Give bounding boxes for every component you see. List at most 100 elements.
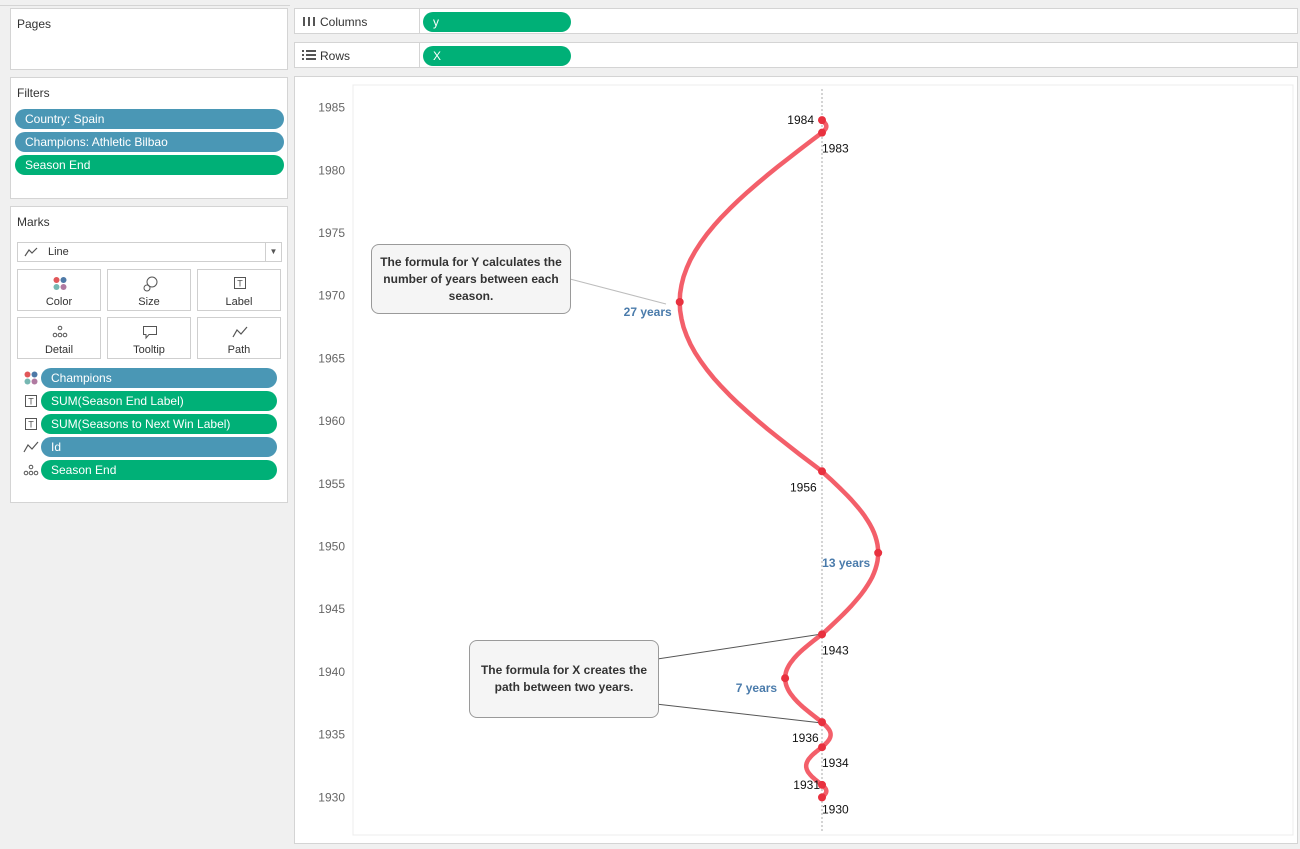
season-label: 1930 [822,802,849,816]
detail-button-label: Detail [44,344,74,356]
svg-text:T: T [28,420,34,430]
season-point [818,718,826,727]
gap-peak-point [675,297,684,306]
viz-area[interactable]: 1985 1980 1975 1970 1965 1960 1955 1950 1945 1940… [294,76,1298,844]
color-button[interactable]: Color [17,269,101,311]
season-point [818,630,826,639]
season-label: 1931 [793,778,820,792]
season-label: 1956 [790,480,817,494]
season-point [818,128,826,137]
rows-label: Rows [320,49,351,63]
detail-button[interactable]: Detail [17,317,101,359]
rows-pill-x[interactable]: X [423,46,571,66]
color-icon [53,277,67,290]
label-icon: T [25,418,37,430]
path-icon [232,326,248,338]
y-formula-text: The formula for Y calculates the number … [380,254,562,303]
season-point [818,743,826,752]
y-tick-label: 1965 [318,351,345,365]
label-button[interactable]: T Label [197,269,281,311]
y-tick-label: 1955 [318,477,345,491]
gap-label: 27 years [624,305,672,319]
size-button-label: Size [138,296,160,308]
marks-field-season-end-label[interactable]: SUM(Season End Label) [41,391,277,411]
pages-card[interactable]: Pages [10,8,288,70]
season-point [818,467,826,476]
tooltip-button[interactable]: Tooltip [107,317,191,359]
tooltip-button-label: Tooltip [133,344,165,356]
season-label: 1984 [787,113,814,127]
season-point [818,793,826,802]
season-label: 1943 [822,643,849,657]
y-tick-label: 1980 [318,163,345,177]
size-icon [143,276,158,292]
season-label: 1936 [792,731,819,745]
mark-type-label: Line [48,246,69,258]
label-icon: T [234,277,246,289]
columns-shelf[interactable]: Columns y [294,8,1298,34]
columns-label: Columns [320,15,368,29]
filter-pill-champions[interactable]: Champions: Athletic Bilbao [15,132,284,152]
season-label: 1934 [822,756,849,770]
y-tick-label: 1930 [318,790,345,804]
y-tick-label: 1960 [318,414,345,428]
line-mark-icon [24,247,38,257]
path-icon [23,441,39,453]
gap-peak-point [874,548,883,557]
columns-pill-y[interactable]: y [423,12,571,32]
x-formula-text: The formula for X creates the path betwe… [480,663,648,694]
marks-card: Marks Line ▼ Color Size T Label Detail [10,206,288,503]
tooltip-icon [143,326,157,340]
y-annotation-connector [569,278,667,305]
y-axis: 1985 1980 1975 1970 1965 1960 1955 1950 1945 1940… [318,101,345,805]
x-annotation-connector-bottom [628,700,823,724]
filters-title: Filters [17,86,50,100]
detail-icon [23,464,39,476]
chart-svg: 1985 1980 1975 1970 1965 1960 1955 1950 1945 1940… [318,84,1294,836]
y-formula-annotation[interactable]: The formula for Y calculates the number … [371,244,571,314]
season-point [818,780,826,789]
marks-field-id[interactable]: Id [41,437,277,457]
gap-peak-point [781,674,790,683]
season-label: 1983 [822,142,849,156]
path-button[interactable]: Path [197,317,281,359]
top-tab-strip [0,0,290,6]
x-annotation-connector-top [630,633,823,664]
filters-card: Filters Country: Spain Champions: Athlet… [10,77,288,199]
gap-label: 13 years [822,556,870,570]
marks-title: Marks [17,215,50,229]
filter-pill-country[interactable]: Country: Spain [15,109,284,129]
detail-icon [52,325,68,338]
shelf-divider [419,9,420,33]
y-tick-label: 1970 [318,289,345,303]
path-button-label: Path [227,344,251,356]
x-formula-annotation[interactable]: The formula for X creates the path betwe… [469,640,659,718]
svg-text:T: T [28,397,34,407]
y-tick-label: 1945 [318,602,345,616]
label-icon: T [25,395,37,407]
season-point [818,116,826,125]
rows-icon [302,50,316,60]
y-tick-label: 1935 [318,728,345,742]
shelf-divider [419,43,420,67]
mark-type-dropdown[interactable]: Line ▼ [17,242,282,262]
gap-label: 7 years [736,681,778,695]
marks-field-season-end[interactable]: Season End [41,460,277,480]
marks-field-champions[interactable]: Champions [41,368,277,388]
columns-icon [303,17,315,26]
rows-shelf[interactable]: Rows X [294,42,1298,68]
chevron-down-icon[interactable]: ▼ [265,243,281,261]
label-button-label: Label [225,296,253,308]
pages-title: Pages [17,17,52,31]
color-button-label: Color [45,296,73,308]
marks-field-seasons-to-next-win[interactable]: SUM(Seasons to Next Win Label) [41,414,277,434]
y-tick-label: 1950 [318,540,345,554]
season-points [675,116,883,802]
y-tick-label: 1975 [318,226,345,240]
y-tick-label: 1985 [318,101,345,115]
size-button[interactable]: Size [107,269,191,311]
color-icon [24,371,38,385]
filter-pill-season-end[interactable]: Season End [15,155,284,175]
svg-text:T: T [237,279,243,289]
